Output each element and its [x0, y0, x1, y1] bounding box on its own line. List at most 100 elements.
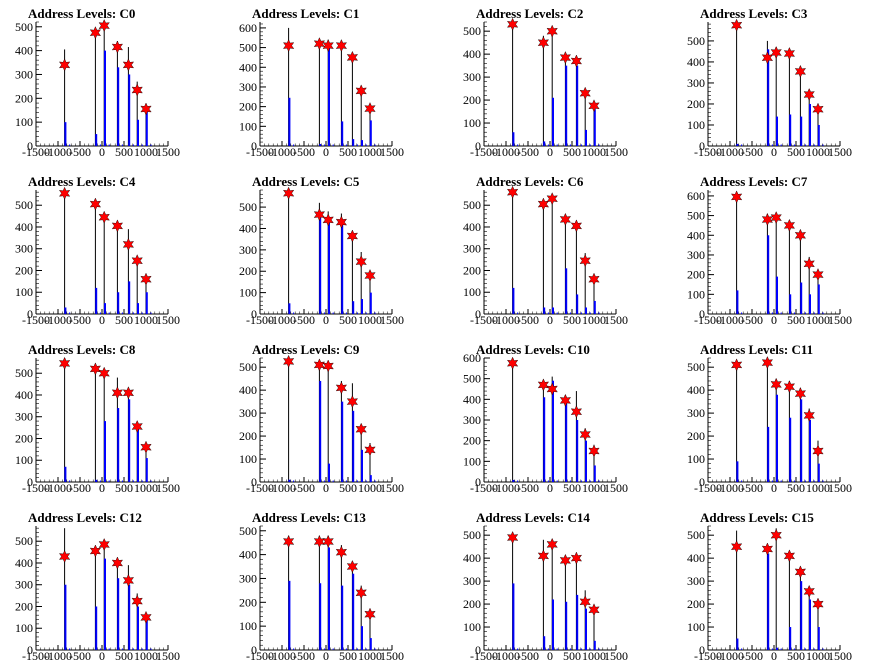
- blue-bar: [319, 144, 322, 146]
- x-tick-label: -1500: [694, 649, 722, 663]
- blue-bar: [352, 301, 355, 314]
- y-tick-label: 0: [699, 475, 705, 489]
- chart-title: Address Levels: C13: [252, 510, 366, 525]
- x-tick-label: -1500: [694, 313, 722, 327]
- x-tick-label: -1000: [716, 649, 744, 663]
- y-tick-label: 100: [463, 116, 481, 130]
- x-tick-label: -1500: [470, 481, 498, 495]
- data-marker: [313, 358, 326, 372]
- x-tick-label: 0: [323, 313, 329, 327]
- data-marker: [140, 272, 152, 286]
- data-marker: [588, 444, 600, 458]
- data-marker: [313, 208, 326, 222]
- x-tick-label: -1500: [694, 145, 722, 159]
- blue-bar: [352, 410, 355, 482]
- x-tick-label: -1500: [470, 649, 498, 663]
- x-tick-label: -500: [69, 145, 91, 159]
- chart-panel: Address Levels: C12 0 100 200 300 400 500 -1500…: [0, 504, 224, 672]
- data-marker: [761, 213, 774, 226]
- blue-bar: [352, 573, 355, 650]
- x-tick-label: 1000: [358, 481, 382, 495]
- x-tick-label: 1500: [604, 649, 628, 663]
- y-tick-label: 0: [27, 475, 33, 489]
- data-marker: [783, 549, 796, 563]
- x-tick-label: -500: [293, 313, 315, 327]
- x-tick-label: -500: [517, 649, 539, 663]
- data-marker: [506, 17, 519, 31]
- y-tick-label: 300: [239, 243, 257, 257]
- data-marker: [131, 594, 143, 608]
- blue-bar: [817, 463, 820, 482]
- y-tick-label: 500: [687, 34, 705, 48]
- x-tick-label: 0: [99, 313, 105, 327]
- data-marker: [546, 382, 558, 396]
- blue-bar: [576, 65, 579, 146]
- chart-svg: Address Levels: C11 0 100 200 300 400 500 -1500…: [687, 342, 852, 495]
- chart-title: Address Levels: C8: [28, 342, 136, 357]
- x-tick-label: 0: [323, 145, 329, 159]
- x-tick-label: 1000: [134, 313, 158, 327]
- x-tick-label: 1500: [156, 649, 180, 663]
- blue-bar: [64, 584, 67, 650]
- blue-bar: [128, 399, 131, 482]
- data-marker: [803, 408, 815, 422]
- chart-panel: Address Levels: C10 0 100 200 300 400 500 600 -1…: [448, 336, 672, 504]
- x-tick-label: 1500: [156, 145, 180, 159]
- x-tick-label: -1500: [470, 145, 498, 159]
- x-tick-label: 500: [115, 145, 133, 159]
- blue-bar: [117, 408, 120, 482]
- y-tick-label: 200: [687, 597, 705, 611]
- data-marker: [111, 40, 124, 54]
- blue-bar: [552, 599, 554, 650]
- data-marker: [783, 47, 796, 60]
- blue-bar: [95, 287, 98, 314]
- x-tick-label: -1000: [44, 313, 72, 327]
- blue-bar: [137, 303, 139, 314]
- x-tick-label: -500: [741, 313, 763, 327]
- blue-bar: [137, 427, 139, 482]
- x-tick-label: 0: [547, 481, 553, 495]
- data-marker: [812, 597, 824, 611]
- chart-panel: Address Levels: C5 0 100 200 300 400 500 -1500-…: [224, 168, 448, 336]
- y-tick-label: 500: [15, 198, 33, 212]
- blue-bar: [800, 282, 803, 314]
- blue-bar: [361, 626, 363, 650]
- x-tick-label: 500: [115, 481, 133, 495]
- data-marker: [89, 197, 102, 211]
- blue-bar: [593, 300, 596, 314]
- blue-bar: [817, 124, 820, 146]
- data-marker: [131, 254, 143, 268]
- y-tick-label: 0: [251, 307, 257, 321]
- y-tick-label: 600: [239, 21, 257, 35]
- blue-bar: [817, 284, 820, 314]
- x-tick-label: -1000: [44, 145, 72, 159]
- data-marker: [322, 213, 334, 227]
- x-tick-label: -500: [69, 481, 91, 495]
- x-tick-label: -1500: [246, 481, 274, 495]
- x-tick-label: -1500: [22, 145, 50, 159]
- x-tick-label: 1500: [156, 481, 180, 495]
- blue-bar: [104, 50, 106, 146]
- y-tick-label: 400: [15, 44, 33, 58]
- blue-bar: [319, 583, 322, 650]
- y-tick-label: 400: [463, 551, 481, 565]
- blue-bar: [552, 97, 554, 146]
- blue-bar: [789, 294, 792, 314]
- x-tick-label: -500: [517, 145, 539, 159]
- data-marker: [335, 215, 348, 229]
- y-tick-label: 100: [687, 620, 705, 634]
- y-tick-label: 200: [687, 429, 705, 443]
- data-marker: [588, 272, 600, 286]
- y-tick-label: 100: [463, 285, 481, 299]
- data-marker: [537, 36, 550, 50]
- y-tick-label: 200: [687, 97, 705, 111]
- data-marker: [355, 255, 367, 269]
- blue-bar: [104, 421, 106, 482]
- data-marker: [579, 595, 591, 609]
- y-tick-label: 100: [687, 287, 705, 301]
- blue-bar: [565, 268, 568, 314]
- blue-bar: [543, 141, 546, 146]
- x-tick-label: -1500: [246, 313, 274, 327]
- data-marker: [794, 387, 807, 401]
